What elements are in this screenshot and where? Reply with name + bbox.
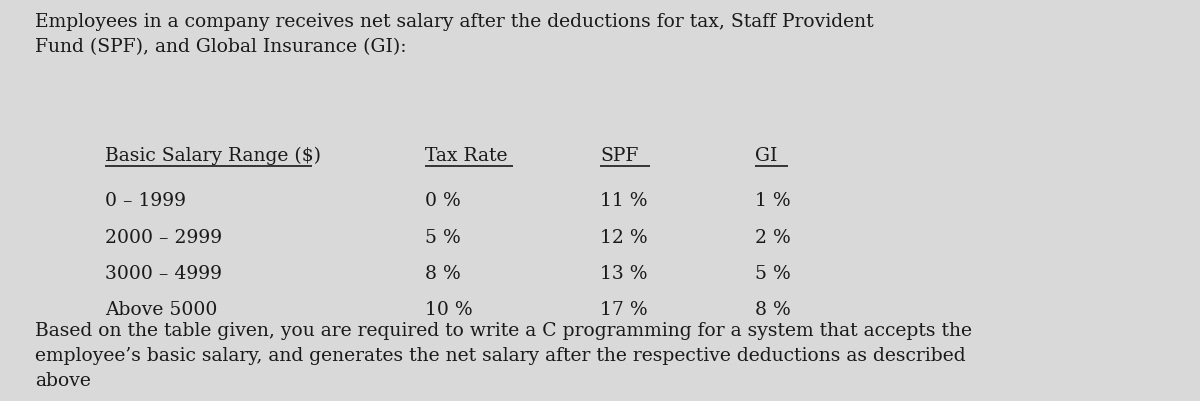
Text: 5 %: 5 % <box>425 229 461 247</box>
Text: 12 %: 12 % <box>600 229 648 247</box>
Text: 2 %: 2 % <box>755 229 791 247</box>
Text: Employees in a company receives net salary after the deductions for tax, Staff P: Employees in a company receives net sala… <box>35 13 874 56</box>
Text: 17 %: 17 % <box>600 301 648 319</box>
Text: 8 %: 8 % <box>425 265 461 283</box>
Text: GI: GI <box>755 147 778 165</box>
Text: SPF: SPF <box>600 147 638 165</box>
Text: 10 %: 10 % <box>425 301 473 319</box>
Text: Based on the table given, you are required to write a C programming for a system: Based on the table given, you are requir… <box>35 322 972 390</box>
Text: 0 – 1999: 0 – 1999 <box>104 192 186 211</box>
Text: Basic Salary Range ($): Basic Salary Range ($) <box>104 147 320 165</box>
Text: Above 5000: Above 5000 <box>104 301 217 319</box>
Text: 8 %: 8 % <box>755 301 791 319</box>
Text: 13 %: 13 % <box>600 265 648 283</box>
Text: 0 %: 0 % <box>425 192 461 211</box>
Text: 11 %: 11 % <box>600 192 648 211</box>
Text: 1 %: 1 % <box>755 192 791 211</box>
Text: 2000 – 2999: 2000 – 2999 <box>104 229 222 247</box>
Text: 5 %: 5 % <box>755 265 791 283</box>
Text: Tax Rate: Tax Rate <box>425 147 508 165</box>
Text: 3000 – 4999: 3000 – 4999 <box>104 265 222 283</box>
